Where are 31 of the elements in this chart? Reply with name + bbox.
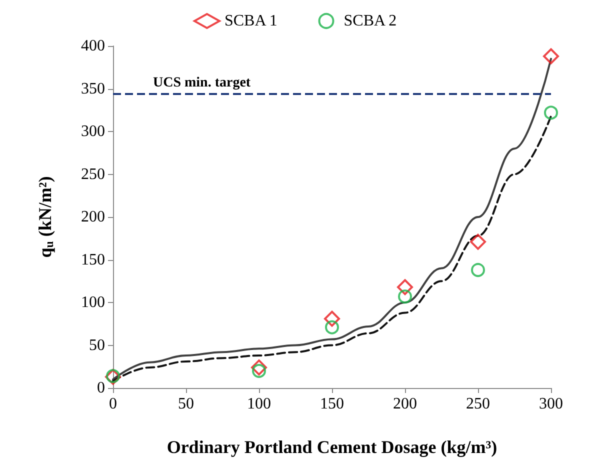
y-tick-label: 100 bbox=[81, 294, 105, 311]
x-tick-label: 150 bbox=[320, 396, 344, 412]
y-tick-label: 200 bbox=[81, 208, 105, 226]
y-tick-label: 150 bbox=[81, 251, 105, 268]
y-tick-label: 0 bbox=[97, 380, 105, 396]
y-tick-label: 400 bbox=[81, 38, 105, 54]
y-tick-label: 250 bbox=[81, 166, 105, 183]
point bbox=[252, 364, 266, 378]
point bbox=[397, 279, 413, 296]
ref-line-label: UCS min. target bbox=[153, 75, 251, 90]
x-tick-label: 300 bbox=[539, 396, 563, 412]
point bbox=[398, 290, 412, 304]
legend-label: SCBA 2 bbox=[344, 12, 397, 30]
point bbox=[251, 359, 267, 376]
y-tick-label: 50 bbox=[89, 336, 105, 354]
point bbox=[470, 234, 486, 250]
y-tick-label: 350 bbox=[81, 80, 105, 98]
point bbox=[324, 310, 340, 327]
x-tick-label: 0 bbox=[109, 396, 117, 412]
y-axis-title: qu (kN/m²) bbox=[35, 176, 56, 258]
y-tick-label: 300 bbox=[81, 123, 105, 140]
point bbox=[544, 106, 558, 120]
point bbox=[471, 263, 485, 278]
x-tick-label: 250 bbox=[466, 396, 490, 412]
x-tick-label: 50 bbox=[178, 396, 194, 412]
point bbox=[325, 320, 339, 334]
x-axis-title: Ordinary Portland Cement Dosage (kg/m³) bbox=[166, 437, 498, 457]
legend-label: SCBA 1 bbox=[224, 12, 278, 30]
x-tick-label: 200 bbox=[393, 396, 417, 412]
x-tick-label: 100 bbox=[247, 396, 271, 412]
point bbox=[543, 48, 559, 64]
